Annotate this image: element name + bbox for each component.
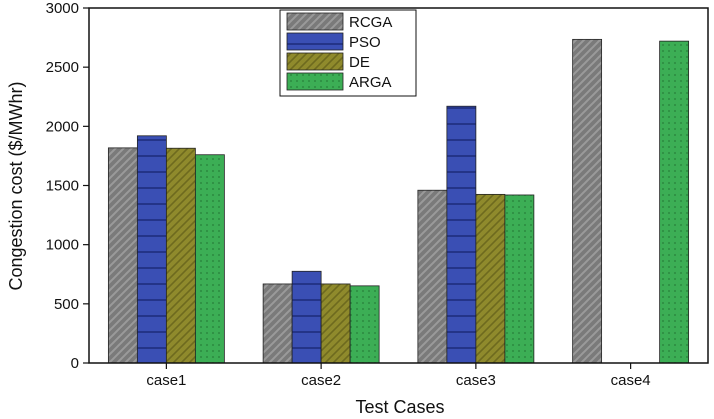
bar-de-case1	[165, 147, 196, 364]
legend-swatch-pso	[286, 32, 344, 51]
y-tick-label: 3000	[46, 0, 79, 17]
legend-swatch-de	[286, 52, 344, 71]
bar-de-case3	[475, 193, 506, 364]
bar-pso-case1	[136, 135, 167, 364]
x-tick-label-case3: case3	[456, 372, 496, 389]
bar-rcga-case4	[572, 38, 603, 364]
bar-arga-case1	[194, 154, 225, 364]
y-axis: 0 500 1000 1500 2000 2500 3000	[46, 0, 89, 372]
x-tick-label-case2: case2	[301, 372, 341, 389]
bar-pso-case3	[446, 105, 477, 364]
x-axis: case1 case2 case3 case4	[146, 363, 651, 389]
y-tick-label: 2500	[46, 59, 79, 76]
legend-label-arga: ARGA	[349, 74, 392, 91]
bar-arga-case4	[659, 40, 690, 364]
y-axis-title: Congestion cost ($/MWhr)	[6, 81, 26, 290]
y-tick-label: 0	[71, 355, 79, 372]
y-tick-label: 1000	[46, 237, 79, 254]
bar-pso-case2	[291, 270, 322, 364]
legend-label-rcga: RCGA	[349, 14, 392, 31]
y-tick-label: 500	[54, 296, 79, 313]
x-axis-title: Test Cases	[355, 397, 444, 417]
legend: RCGA PSO DE ARGA	[279, 9, 417, 97]
bar-group	[107, 38, 690, 364]
plot-frame	[88, 7, 709, 364]
y-tick-label: 2000	[46, 118, 79, 135]
legend-label-de: DE	[349, 54, 370, 71]
bar-arga-case2	[349, 285, 380, 364]
bar-rcga-case3	[417, 189, 448, 364]
legend-swatch-rcga	[286, 12, 344, 31]
y-tick-label: 1500	[46, 178, 79, 195]
bar-arga-case3	[504, 194, 535, 364]
bar-de-case2	[320, 283, 351, 364]
bar-rcga-case1	[107, 147, 138, 364]
legend-label-pso: PSO	[349, 34, 381, 51]
x-tick-label-case4: case4	[611, 372, 651, 389]
bar-rcga-case2	[262, 283, 293, 364]
x-tick-label-case1: case1	[146, 372, 186, 389]
legend-swatch-arga	[286, 72, 344, 91]
